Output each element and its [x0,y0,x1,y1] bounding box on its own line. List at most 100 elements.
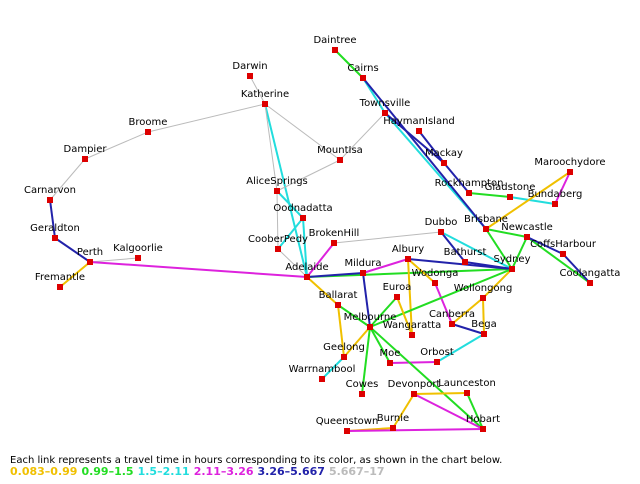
city-label: Mackay [425,148,463,159]
link [485,228,513,270]
link [264,103,278,192]
city-marker [524,234,530,240]
link [49,199,56,239]
city-label: Launceston [438,378,496,389]
link [337,304,345,358]
city-marker [449,321,455,327]
city-label: Wangaratta [383,320,441,331]
city-label: Sydney [493,254,530,265]
city-label: CooberPedy [248,234,308,245]
city-label: Fremantle [35,272,85,283]
city-label: Kalgoorlie [113,243,163,254]
link [451,323,485,335]
city-marker [409,332,415,338]
link [482,268,513,299]
city-label: Katherine [241,89,289,100]
city-marker [507,194,513,200]
city-marker [466,190,472,196]
link [276,190,304,219]
legend-range: 0.99–1.5 [81,465,133,478]
link [482,297,485,335]
city-label: Devonport [388,379,441,390]
city-marker [416,128,422,134]
city-label: Canberra [429,309,475,320]
legend-ranges: 0.083–0.99 0.99–1.5 1.5–2.11 2.11–3.26 3.26–… [10,465,385,478]
cities: Daintree Cairns Darwin Katherine Townsville H… [24,35,620,434]
link [362,258,409,274]
legend-range: 1.5–2.11 [138,465,190,478]
city-marker [441,160,447,166]
city-label: Daintree [313,35,356,46]
link [413,392,468,395]
city-label: Geelong [323,342,365,353]
link [277,217,304,250]
link [84,131,149,160]
city-marker [560,251,566,257]
link [276,190,279,250]
city-marker [47,197,53,203]
link [451,297,484,325]
link [526,236,564,255]
city-label: MountIsa [317,145,363,156]
city-marker [360,270,366,276]
link [89,257,139,263]
link [440,231,513,270]
legend-range: 0.083–0.99 [10,465,77,478]
city-marker [57,284,63,290]
link [407,258,413,336]
city-label: Cowes [346,379,379,390]
city-label: Townsville [359,98,411,109]
city-marker [464,390,470,396]
city-label: Darwin [232,61,267,72]
city-marker [344,428,350,434]
city-label: Carnarvon [24,185,76,196]
city-marker [337,157,343,163]
link [337,304,371,328]
link [302,217,308,278]
link [407,258,436,284]
city-label: Wollongong [454,283,513,294]
city-label: HaymanIsland [383,116,455,127]
legend-range: 3.26–5.667 [258,465,325,478]
link [306,242,335,278]
city-marker [275,246,281,252]
link [321,356,345,380]
city-label: Maroochydore [534,157,605,168]
link [59,261,91,288]
city-marker [587,280,593,286]
link [333,231,442,244]
city-label: Dubbo [425,217,458,228]
link [369,296,398,328]
city-marker [247,73,253,79]
link [369,268,513,328]
link [466,392,484,430]
link [440,231,466,263]
link [396,296,413,336]
city-marker [567,169,573,175]
city-label: BrokenHill [309,228,360,239]
city-marker [394,294,400,300]
city-label: Rockhampton [435,178,504,189]
city-label: Mildura [344,258,381,269]
city-label: Warrnambool [289,364,356,375]
link [511,236,528,270]
city-marker [82,156,88,162]
link [264,103,341,161]
city-marker [382,110,388,116]
city-label: AliceSprings [246,176,308,187]
link [389,361,438,364]
city-label: Coolangatta [560,268,621,279]
link [413,393,484,430]
link [339,112,386,161]
city-marker [480,295,486,301]
link [147,103,266,133]
city-label: Dampier [64,144,108,155]
link [362,272,371,328]
legend-text: Each link represents a travel time in ho… [10,455,502,466]
city-label: Bathurst [444,247,487,258]
city-label: Gladstone [485,182,536,193]
link [384,112,445,164]
link [554,171,571,205]
link [407,258,513,270]
